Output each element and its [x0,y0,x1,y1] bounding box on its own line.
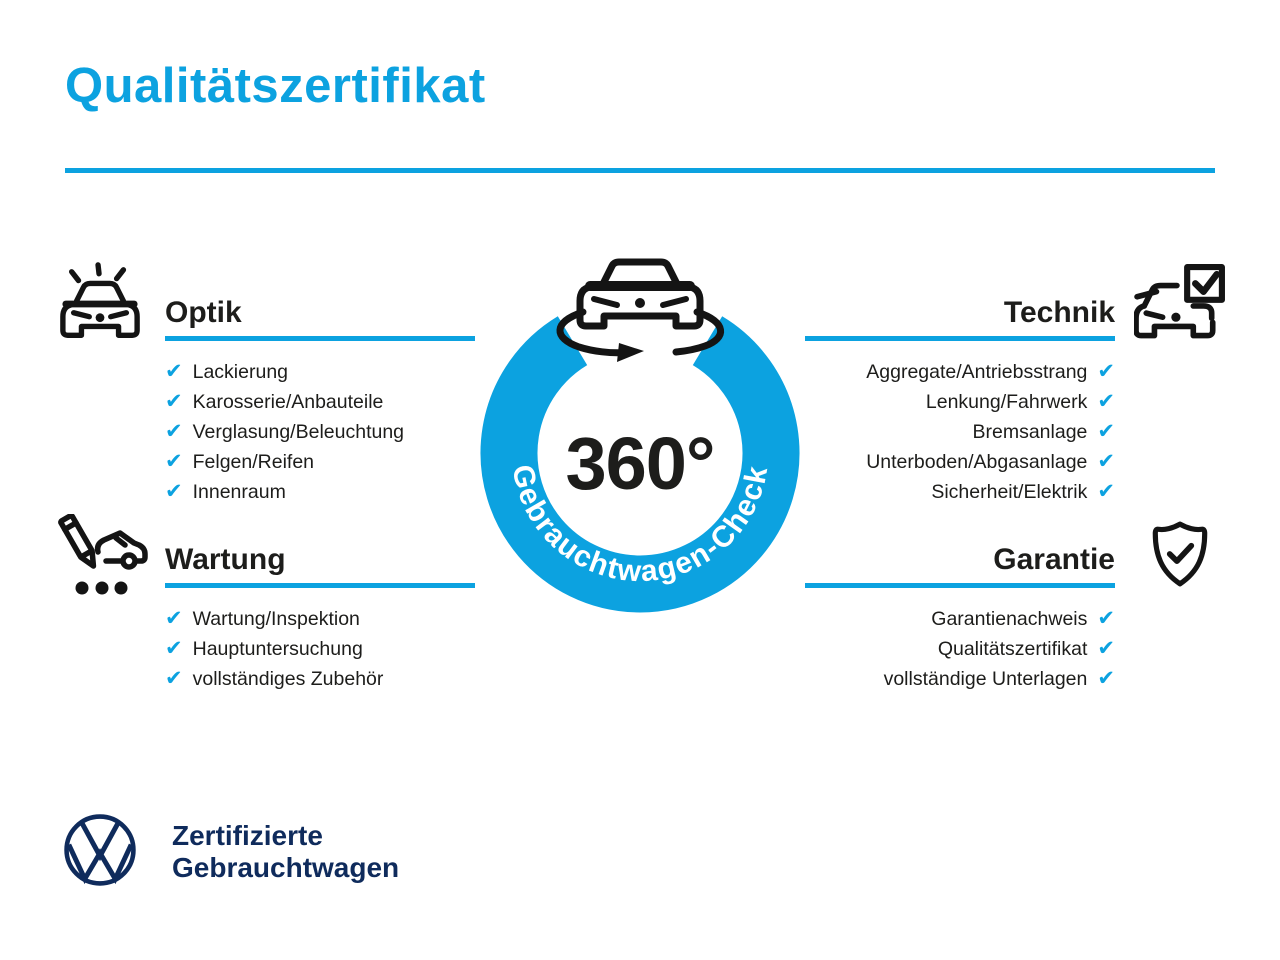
checklist-wartung: ✔ Wartung/Inspektion ✔ Hauptuntersuchung ✔… [165,604,475,694]
checklist-item-label: Wartung/Inspektion [192,607,360,630]
check-icon: ✔ [1097,389,1115,413]
vw-logo [64,814,136,886]
check-icon: ✔ [1097,359,1115,383]
checklist-item-label: vollständiges Zubehör [192,667,384,690]
section-title-technik: Technik [1003,296,1115,329]
checklist-item-label: Qualitätszertifikat [937,637,1088,660]
checklist-item: ✔ Karosserie/Anbauteile [165,387,475,417]
checklist-item: ✔ Innenraum [165,477,475,507]
checklist-item-label: Lenkung/Fahrwerk [925,390,1088,413]
checklist-item-label: Hauptuntersuchung [192,637,363,660]
checklist-item: ✔ Felgen/Reifen [165,447,475,477]
brand-text-line1: Zertifizierte [172,820,323,851]
checklist-optik: ✔ Lackierung ✔ Karosserie/Anbauteile ✔ Verg… [165,357,475,507]
checklist-item-label: Innenraum [192,480,286,503]
checklist-garantie: Garantienachweis ✔ Qualitätszertifikat ✔ v… [805,604,1115,694]
checklist-technik: Aggregate/Antriebsstrang ✔ Lenkung/Fahrwe… [805,357,1115,507]
section-title-optik: Optik [165,296,242,329]
page-title: Qualitätszertifikat [65,59,486,113]
checklist-item-label: Verglasung/Beleuchtung [192,420,405,443]
check-icon: ✔ [1097,449,1115,473]
check-icon: ✔ [1097,666,1115,690]
section-title-wartung: Wartung [165,543,286,576]
badge-value: 360° [565,422,714,505]
rotating-car-icon [556,258,725,362]
checklist-item: vollständige Unterlagen ✔ [805,664,1115,694]
pencil-car-icon [58,514,148,595]
checklist-item: Lenkung/Fahrwerk ✔ [805,387,1115,417]
section-underline [165,583,475,588]
section-underline [805,336,1115,341]
brand-text-line2: Gebrauchtwagen [172,852,400,883]
checklist-item: Bremsanlage ✔ [805,417,1115,447]
checklist-item: Unterboden/Abgasanlage ✔ [805,447,1115,477]
car-checkbox-icon [1134,264,1225,339]
checklist-item-label: Karosserie/Anbauteile [192,390,384,413]
checklist-item: Aggregate/Antriebsstrang ✔ [805,357,1115,387]
checklist-item-label: Bremsanlage [972,420,1088,443]
title-divider [65,168,1215,173]
section-optik: Optik ✔ Lackierung ✔ Karosserie/Anbauteile… [165,295,475,507]
checklist-item: Qualitätszertifikat ✔ [805,634,1115,664]
check-icon: ✔ [165,419,183,443]
check-icon: ✔ [1097,419,1115,443]
section-garantie: Garantie Garantienachweis ✔ Qualitätszert… [805,542,1115,694]
check-icon: ✔ [165,606,183,630]
check-icon: ✔ [165,389,183,413]
section-title-garantie: Garantie [993,543,1115,576]
checklist-item-label: vollständige Unterlagen [883,667,1088,690]
check-icon: ✔ [165,666,183,690]
checklist-item: Garantienachweis ✔ [805,604,1115,634]
check-icon: ✔ [1097,606,1115,630]
checklist-item: ✔ Verglasung/Beleuchtung [165,417,475,447]
check-icon: ✔ [165,479,183,503]
checklist-item: ✔ Lackierung [165,357,475,387]
check-icon: ✔ [165,359,183,383]
section-underline [805,583,1115,588]
360-check-badge: Gebrauchtwagen-Check 360° [480,258,800,613]
checklist-item: ✔ Wartung/Inspektion [165,604,475,634]
section-wartung: Wartung ✔ Wartung/Inspektion ✔ Hauptunters… [165,542,475,694]
checklist-item-label: Garantienachweis [931,607,1088,630]
checklist-item-label: Unterboden/Abgasanlage [866,450,1088,473]
checklist-item-label: Sicherheit/Elektrik [931,480,1088,503]
car-shine-icon [60,262,140,338]
badge-ring [480,316,800,613]
checklist-item-label: Felgen/Reifen [192,450,315,473]
brand-text: Zertifizierte Gebrauchtwagen [172,820,399,884]
checklist-item-label: Lackierung [192,360,289,383]
section-technik: Technik Aggregate/Antriebsstrang ✔ Lenkun… [805,295,1115,507]
check-icon: ✔ [1097,479,1115,503]
check-icon: ✔ [165,636,183,660]
checklist-item: ✔ vollständiges Zubehör [165,664,475,694]
check-icon: ✔ [165,449,183,473]
check-icon: ✔ [1097,636,1115,660]
checklist-item-label: Aggregate/Antriebsstrang [866,360,1088,383]
checklist-item: Sicherheit/Elektrik ✔ [805,477,1115,507]
shield-check-icon [1152,521,1208,587]
checklist-item: ✔ Hauptuntersuchung [165,634,475,664]
section-underline [165,336,475,341]
